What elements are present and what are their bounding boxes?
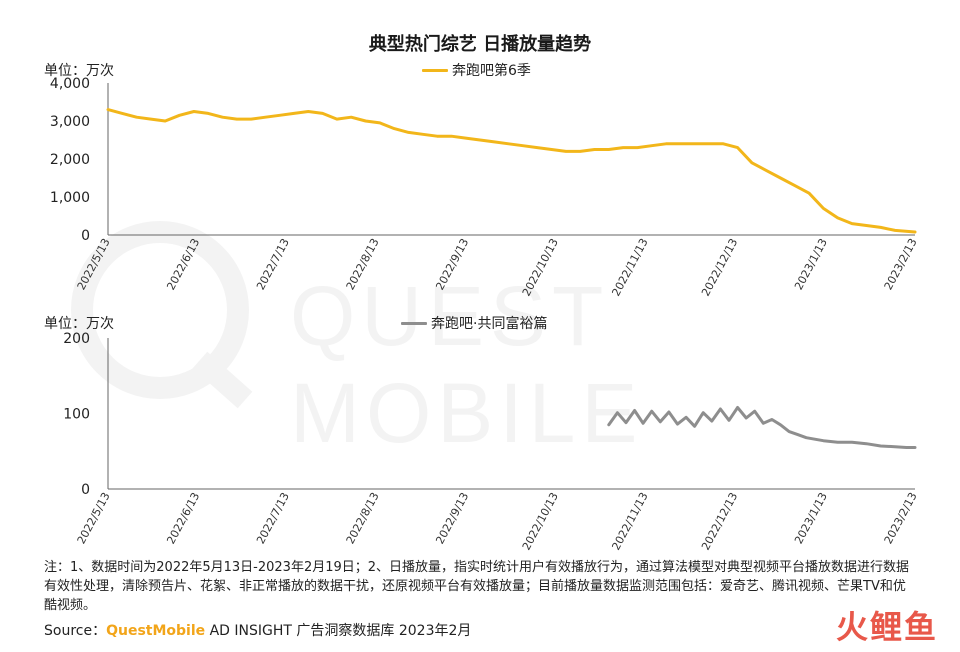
chart2-y-tick-label: 100	[63, 407, 90, 423]
chart1-x-tick-label: 2022/10/13	[520, 236, 561, 298]
chart2-unit-label: 单位：万次	[44, 316, 114, 332]
chart1-unit-label: 单位：万次	[44, 63, 114, 79]
page-title: 典型热门综艺 日播放量趋势	[368, 34, 592, 55]
chart2-x-tick-label: 2023/2/13	[882, 490, 920, 546]
chart1-y-tick-label: 1,000	[50, 190, 90, 206]
chart1-x-tick-label: 2023/2/13	[882, 236, 920, 292]
chart1-legend-swatch	[422, 68, 448, 72]
chart2-x-tick-label: 2022/9/13	[433, 490, 471, 546]
chart1-y-tick-label: 4,000	[50, 76, 90, 92]
chart2-x-tick-label: 2022/11/13	[609, 490, 650, 552]
chart1-x-tick-label: 2022/8/13	[344, 236, 382, 292]
chart2-series-line	[607, 406, 917, 449]
chart2-x-tick-label: 2023/1/13	[792, 490, 830, 546]
chart1-x-tick-label: 2022/5/13	[75, 236, 113, 292]
chart1-x-tick-label: 2022/11/13	[609, 236, 650, 298]
chart1-x-tick-label: 2022/12/13	[699, 236, 740, 298]
chart1-y-tick-label: 3,000	[50, 114, 90, 130]
chart2-x-tick-label: 2022/10/13	[520, 490, 561, 552]
chart1-y-tick-label: 2,000	[50, 152, 90, 168]
chart2-legend-label: 奔跑吧·共同富裕篇	[431, 316, 548, 332]
chart1-x-tick-label: 2022/6/13	[164, 236, 202, 292]
chart1-legend: 奔跑吧第6季	[422, 60, 531, 80]
chart1-y-tick-label: 0	[81, 228, 90, 244]
chart2-y-tick-label: 0	[81, 482, 90, 498]
chart2-x-tick-label: 2022/12/13	[699, 490, 740, 552]
chart1-x-tick-label: 2022/7/13	[254, 236, 292, 292]
chart1-series-line	[106, 108, 917, 234]
chart1-x-tick-label: 2022/9/13	[433, 236, 471, 292]
source-line: Source：QuestMobile AD INSIGHT 广告洞察数据库 20…	[44, 620, 471, 640]
chart2-x-tick-label: 2022/5/13	[75, 490, 113, 546]
chart2-legend-swatch	[401, 321, 427, 325]
chart2-x-tick-label: 2022/8/13	[344, 490, 382, 546]
source-prefix: Source：	[44, 623, 107, 639]
chart1-legend-label: 奔跑吧第6季	[452, 63, 531, 79]
brand-logo: 火鲤鱼	[835, 608, 938, 646]
chart2-x-tick-label: 2022/7/13	[254, 490, 292, 546]
footnote: 注：1、数据时间为2022年5月13日-2023年2月19日；2、日播放量，指实…	[44, 560, 910, 613]
chart2-legend: 奔跑吧·共同富裕篇	[401, 313, 547, 333]
chart2-x-tick-label: 2022/6/13	[164, 490, 202, 546]
chart2-y-tick-label: 200	[63, 331, 90, 347]
source-suffix: AD INSIGHT 广告洞察数据库 2023年2月	[205, 623, 472, 639]
chart1-x-tick-label: 2023/1/13	[792, 236, 830, 292]
source-brand: QuestMobile	[106, 623, 206, 639]
